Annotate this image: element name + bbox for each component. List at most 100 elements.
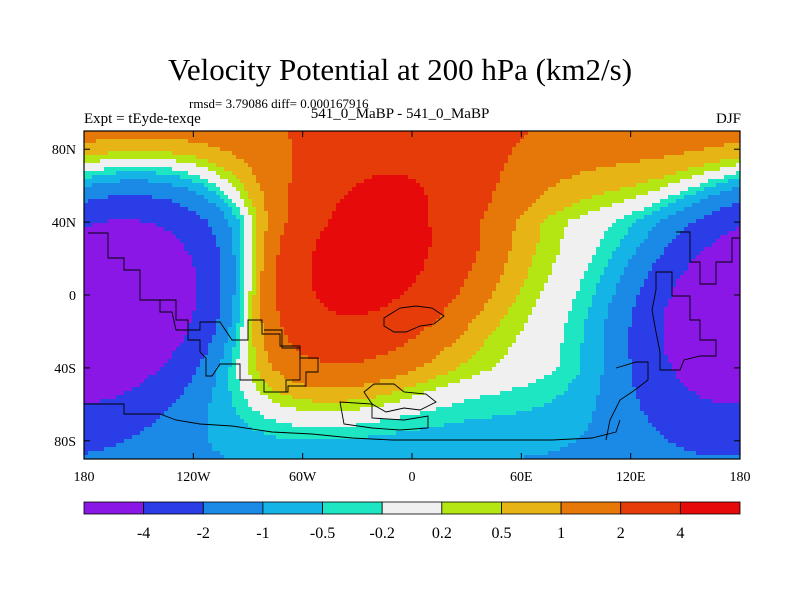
field-cell <box>360 191 365 196</box>
field-cell <box>220 187 225 192</box>
field-cell <box>168 227 173 232</box>
field-cell <box>388 211 393 216</box>
field-cell <box>360 199 365 204</box>
field-cell <box>320 207 325 212</box>
field-cell <box>536 179 541 184</box>
field-cell <box>448 207 453 212</box>
field-cell <box>148 227 153 232</box>
field-cell <box>120 191 125 196</box>
field-cell <box>532 131 537 136</box>
field-cell <box>224 159 229 164</box>
field-cell <box>276 243 281 248</box>
field-cell <box>344 231 349 236</box>
field-cell <box>460 211 465 216</box>
field-cell <box>264 231 269 236</box>
field-cell <box>152 159 157 164</box>
field-cell <box>424 211 429 216</box>
field-cell <box>356 175 361 180</box>
field-cell <box>712 211 717 216</box>
field-cell <box>528 139 533 144</box>
field-cell <box>508 195 513 200</box>
field-cell <box>380 155 385 160</box>
field-cell <box>208 179 213 184</box>
field-cell <box>552 219 557 224</box>
field-cell <box>704 163 709 168</box>
field-cell <box>432 211 437 216</box>
field-cell <box>268 183 273 188</box>
field-cell <box>300 195 305 200</box>
field-cell <box>464 151 469 156</box>
field-cell <box>396 235 401 240</box>
field-cell <box>280 131 285 136</box>
field-cell <box>624 215 629 220</box>
field-cell <box>604 239 609 244</box>
field-cell <box>724 147 729 152</box>
field-cell <box>408 147 413 152</box>
field-cell <box>236 191 241 196</box>
field-cell <box>156 207 161 212</box>
field-cell <box>564 187 569 192</box>
field-cell <box>648 247 653 252</box>
field-cell <box>620 219 625 224</box>
field-cell <box>312 207 317 212</box>
field-cell <box>392 155 397 160</box>
field-cell <box>288 139 293 144</box>
field-cell <box>344 199 349 204</box>
field-cell <box>124 175 129 180</box>
field-cell <box>388 131 393 136</box>
field-cell <box>492 235 497 240</box>
field-cell <box>272 207 277 212</box>
field-cell <box>264 179 269 184</box>
field-cell <box>180 163 185 168</box>
field-cell <box>364 243 369 248</box>
field-cell <box>488 215 493 220</box>
field-cell <box>504 155 509 160</box>
field-cell <box>664 247 669 252</box>
field-cell <box>376 199 381 204</box>
field-cell <box>532 179 537 184</box>
field-cell <box>724 247 729 252</box>
field-cell <box>156 219 161 224</box>
field-cell <box>256 251 261 256</box>
field-cell <box>316 203 321 208</box>
field-cell <box>92 203 97 208</box>
field-cell <box>132 183 137 188</box>
field-cell <box>480 215 485 220</box>
field-cell <box>580 147 585 152</box>
field-cell <box>340 215 345 220</box>
field-cell <box>148 183 153 188</box>
field-cell <box>728 159 733 164</box>
field-cell <box>176 239 181 244</box>
field-cell <box>164 215 169 220</box>
field-cell <box>524 187 529 192</box>
field-cell <box>684 171 689 176</box>
field-cell <box>676 199 681 204</box>
field-cell <box>628 151 633 156</box>
field-cell <box>272 187 277 192</box>
field-cell <box>540 243 545 248</box>
field-cell <box>512 163 517 168</box>
field-cell <box>232 199 237 204</box>
field-cell <box>472 151 477 156</box>
field-cell <box>460 195 465 200</box>
field-cell <box>372 131 377 136</box>
field-cell <box>188 163 193 168</box>
field-cell <box>392 215 397 220</box>
field-cell <box>92 195 97 200</box>
field-cell <box>376 131 381 136</box>
field-cell <box>200 131 205 136</box>
field-cell <box>208 191 213 196</box>
field-cell <box>260 235 265 240</box>
field-cell <box>484 207 489 212</box>
field-cell <box>396 227 401 232</box>
field-cell <box>552 179 557 184</box>
field-cell <box>524 183 529 188</box>
field-cell <box>240 155 245 160</box>
field-cell <box>296 239 301 244</box>
field-cell <box>724 227 729 232</box>
field-cell <box>124 219 129 224</box>
field-cell <box>288 131 293 136</box>
field-cell <box>592 239 597 244</box>
field-cell <box>216 199 221 204</box>
field-cell <box>548 223 553 228</box>
